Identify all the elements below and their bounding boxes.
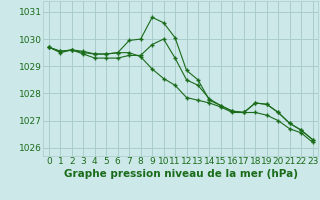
X-axis label: Graphe pression niveau de la mer (hPa): Graphe pression niveau de la mer (hPa): [64, 169, 298, 179]
